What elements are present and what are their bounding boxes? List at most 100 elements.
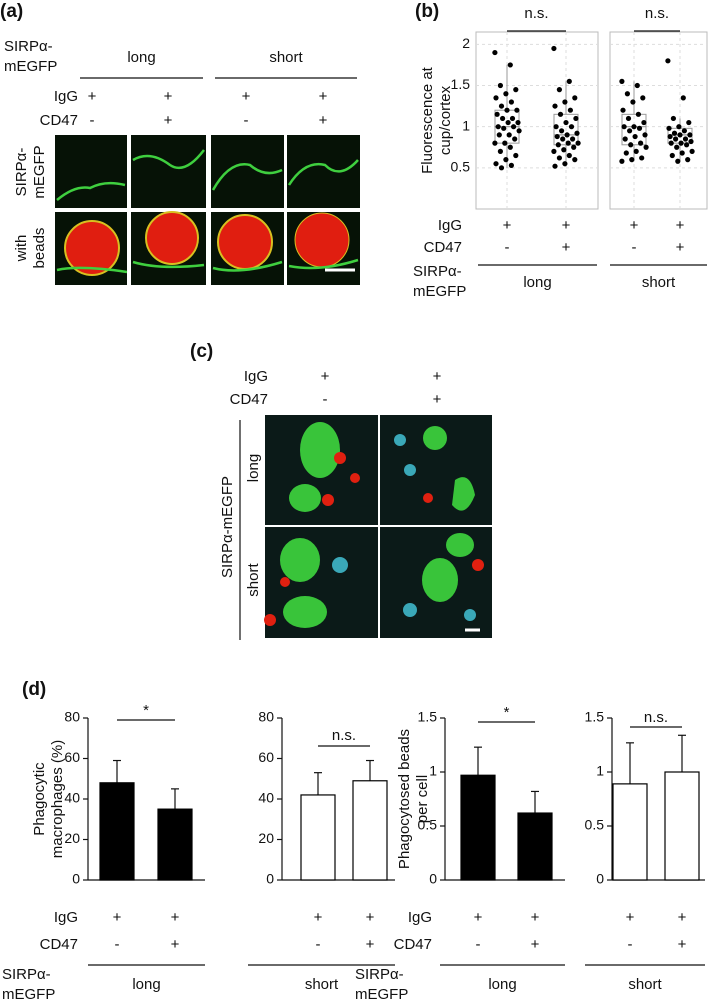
- data-point: [620, 107, 626, 113]
- box: [621, 113, 647, 146]
- plot-frame: [475, 31, 599, 210]
- data-point: [619, 158, 625, 164]
- data-point: [632, 133, 638, 140]
- data-point: [504, 107, 510, 113]
- panel-label: (c): [190, 341, 213, 362]
- condition-sign: +: [433, 368, 442, 385]
- row-label: IgG: [438, 217, 462, 234]
- condition-sign: +: [164, 88, 173, 105]
- data-point: [633, 148, 639, 154]
- data-point: [516, 128, 522, 134]
- construct-label: mEGFP: [413, 283, 466, 300]
- data-point: [509, 115, 516, 122]
- data-point: [631, 124, 637, 130]
- data-point: [678, 140, 684, 146]
- data-point: [493, 95, 499, 101]
- y-tick-label: 2: [462, 35, 470, 51]
- significance: n.s.: [644, 709, 668, 726]
- data-point: [636, 125, 643, 131]
- y-tick-label: 0.5: [585, 817, 605, 833]
- panel-label: (a): [0, 1, 23, 22]
- data-point: [515, 119, 521, 126]
- y-tick-label: 60: [64, 749, 80, 765]
- condition-sign: -: [115, 936, 120, 953]
- data-point: [673, 136, 679, 142]
- row-label: CD47: [40, 936, 78, 953]
- data-point: [494, 111, 500, 117]
- image-row-label: mEGFP: [31, 145, 48, 198]
- construct-label: SIRPα-: [355, 966, 404, 983]
- condition-sign: -: [323, 391, 328, 408]
- condition-sign: +: [630, 217, 639, 234]
- condition-sign: -: [244, 112, 249, 129]
- y-tick-label: 0.5: [451, 159, 471, 175]
- condition-sign: +: [562, 239, 571, 256]
- data-point: [496, 132, 502, 138]
- bar: [352, 780, 388, 881]
- data-point: [671, 130, 678, 136]
- data-point: [556, 87, 563, 93]
- bar: [157, 808, 193, 881]
- y-tick-label: 60: [258, 749, 274, 765]
- row-label: IgG: [244, 368, 268, 385]
- data-point: [510, 124, 517, 130]
- significance: n.s.: [524, 5, 548, 22]
- condition-sign: +: [531, 936, 540, 953]
- image-row-label: SIRPα-: [13, 148, 30, 197]
- data-point: [687, 132, 693, 138]
- data-point: [492, 49, 498, 56]
- row-label: CD47: [230, 391, 268, 408]
- group-label: short: [305, 976, 339, 993]
- data-point: [508, 162, 514, 168]
- box: [553, 113, 579, 146]
- data-point: [640, 95, 646, 101]
- data-point: [554, 133, 560, 140]
- condition-sign: -: [505, 239, 510, 256]
- condition-sign: -: [632, 239, 637, 256]
- data-point: [680, 95, 686, 101]
- data-point: [551, 45, 557, 52]
- data-point: [497, 82, 503, 89]
- construct-label: SIRPα-: [413, 263, 462, 280]
- data-point: [513, 152, 519, 159]
- y-tick-label: 0: [72, 871, 80, 887]
- row-label: CD47: [40, 112, 78, 129]
- condition-sign: +: [113, 909, 122, 926]
- group-label: short: [642, 274, 676, 291]
- row-label: IgG: [54, 88, 78, 105]
- data-point: [493, 161, 499, 167]
- row-label: CD47: [394, 936, 432, 953]
- data-point: [505, 119, 511, 126]
- row-label: CD47: [424, 239, 462, 256]
- y-tick-label: 0: [266, 871, 274, 887]
- condition-sign: +: [321, 368, 330, 385]
- y-axis-label: Phagocytic: [31, 762, 48, 836]
- data-point: [557, 111, 564, 117]
- data-point: [669, 152, 675, 159]
- condition-sign: +: [88, 88, 97, 105]
- y-tick-label: 20: [258, 830, 274, 846]
- construct-label: SIRPα-: [2, 966, 51, 983]
- condition-sign: +: [676, 217, 685, 234]
- data-point: [497, 148, 503, 154]
- data-point: [498, 165, 505, 171]
- data-point: [572, 95, 578, 101]
- condition-sign: +: [503, 217, 512, 234]
- condition-sign: +: [314, 909, 323, 926]
- row-label: IgG: [408, 909, 432, 926]
- y-tick-label: 0: [429, 871, 437, 887]
- panel-label: (b): [415, 1, 439, 22]
- bar: [517, 812, 553, 881]
- data-point: [551, 148, 557, 154]
- data-point: [495, 124, 501, 130]
- construct-label: mEGFP: [355, 986, 408, 1002]
- data-point: [682, 136, 689, 142]
- data-point: [627, 128, 633, 134]
- micrographs-a: [55, 135, 360, 285]
- condition-sign: +: [319, 88, 328, 105]
- condition-sign: +: [164, 112, 173, 129]
- data-point: [677, 132, 683, 138]
- bar: [612, 783, 648, 881]
- data-point: [553, 124, 559, 130]
- data-point: [676, 124, 682, 130]
